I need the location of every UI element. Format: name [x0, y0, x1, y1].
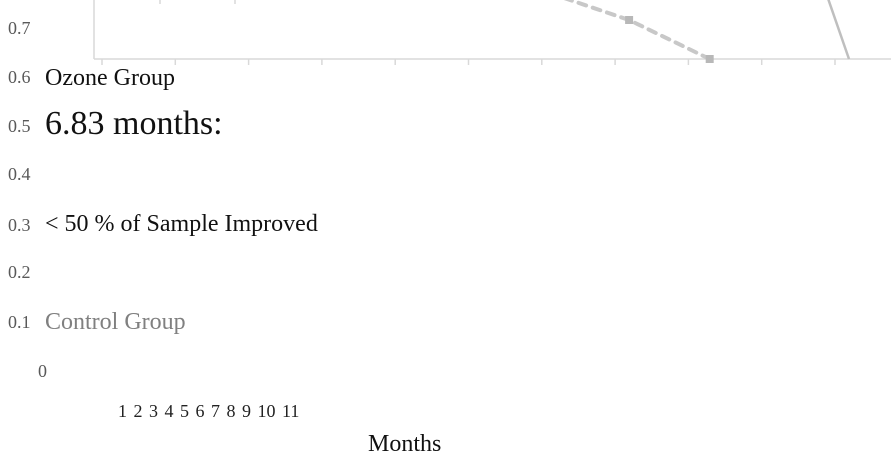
data-point-marker — [705, 55, 714, 63]
y-tick-label: 0 — [38, 361, 47, 381]
y-tick-label: 0.6 — [8, 67, 31, 87]
ozone-group-label: Ozone Group — [45, 65, 175, 91]
data-point-marker — [625, 16, 634, 24]
series-line-dashed — [563, 0, 712, 61]
y-tick-label: 0.5 — [8, 116, 31, 136]
x-tick-labels: 1 2 3 4 5 6 7 8 9 10 11 — [118, 401, 300, 421]
y-tick-label: 0.3 — [8, 215, 31, 235]
series-layer — [563, 0, 851, 63]
gridlines — [93, 0, 891, 60]
threshold-annotation: < 50 % of Sample Improved — [45, 211, 318, 237]
x-axis-label: Months — [368, 431, 442, 457]
y-tick-label: 0.4 — [8, 164, 31, 184]
y-tick-label: 0.7 — [8, 18, 31, 38]
y-tick-label: 0.1 — [8, 312, 31, 332]
axis-ticks — [101, 0, 836, 65]
median-months-annotation: 6.83 months: — [45, 105, 223, 142]
series-line-solid — [827, 0, 851, 60]
y-tick-label: 0.2 — [8, 262, 31, 282]
control-group-label: Control Group — [45, 309, 186, 335]
